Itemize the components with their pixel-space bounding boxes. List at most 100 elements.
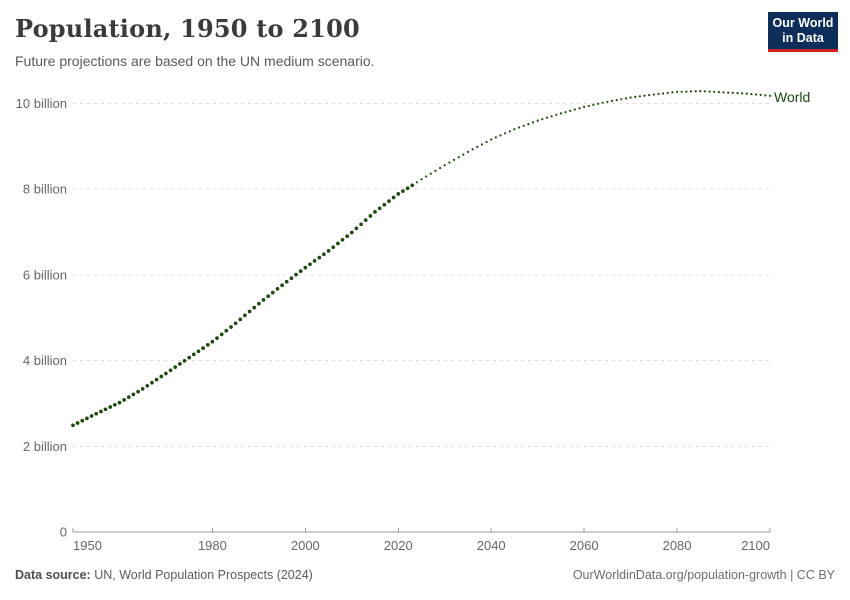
data-dot-historical <box>266 294 271 299</box>
data-dot-projection <box>518 126 521 129</box>
data-dot-historical <box>363 218 368 222</box>
owid-logo-line1: Our World <box>772 16 834 30</box>
data-dot-historical <box>252 305 257 310</box>
data-dot-projection <box>741 92 744 95</box>
data-dot-historical <box>336 241 340 246</box>
data-dot-projection <box>587 104 590 107</box>
credit-link[interactable]: OurWorldinData.org/population-growth | C… <box>572 568 835 582</box>
data-dot-projection <box>439 166 442 170</box>
data-dot-historical <box>410 183 415 188</box>
data-dot-projection <box>471 148 474 151</box>
data-dot-projection <box>755 93 758 96</box>
data-dot-historical <box>247 309 252 314</box>
data-dot-historical <box>405 186 410 191</box>
y-axis-tick-label: 8 billion <box>23 182 67 197</box>
data-dot-historical <box>294 272 298 277</box>
data-dot-historical <box>103 407 108 412</box>
data-dot-projection <box>731 91 734 94</box>
data-dot-projection <box>480 143 483 146</box>
x-axis-tick-label: 2040 <box>477 538 506 553</box>
data-dot-projection <box>662 92 665 95</box>
page-title: Population, 1950 to 2100 <box>15 14 360 43</box>
data-dot-historical <box>280 283 284 288</box>
data-dot-historical <box>340 237 345 242</box>
data-dot-historical <box>89 414 94 418</box>
data-dot-projection <box>485 140 488 144</box>
data-dot-projection <box>727 91 730 94</box>
data-dot-historical <box>201 346 205 350</box>
data-dot-historical <box>191 352 196 357</box>
series-label-world[interactable]: World <box>774 89 811 105</box>
data-dot-historical <box>219 332 224 337</box>
owid-logo[interactable]: Our World in Data <box>768 12 838 52</box>
data-dot-projection <box>578 107 581 110</box>
data-dot-historical <box>94 411 99 416</box>
x-axis-tick-label: 2000 <box>291 538 320 553</box>
data-dot-historical <box>182 358 187 363</box>
data-dot-historical <box>205 343 210 347</box>
population-chart: 0 2 billion 4 billion 6 billion 8 billion 10 … <box>16 90 772 553</box>
y-axis-tick-label: 2 billion <box>23 439 67 454</box>
chart-subtitle: Future projections are based on the UN m… <box>15 53 375 69</box>
data-dot-projection <box>522 124 525 127</box>
data-dot-historical <box>345 234 350 239</box>
data-dot-historical <box>387 199 391 203</box>
data-dot-projection <box>508 130 511 133</box>
data-dot-historical <box>368 214 373 218</box>
data-dot-projection <box>615 99 618 102</box>
data-dot-projection <box>462 153 465 156</box>
data-dot-projection <box>490 138 493 141</box>
data-source-note: Data source: UN, World Population Prospe… <box>15 568 313 582</box>
data-dot-projection <box>601 101 604 104</box>
data-dot-historical <box>145 383 150 388</box>
data-dot-historical <box>196 349 201 354</box>
data-dot-historical <box>173 365 178 369</box>
data-dot-historical <box>317 255 322 260</box>
data-dot-projection <box>689 90 693 93</box>
data-dot-projection <box>452 158 456 161</box>
data-dot-projection <box>652 93 655 96</box>
x-axis-tick-label: 2100 <box>741 538 770 553</box>
data-dot-historical <box>159 374 164 379</box>
data-dot-projection <box>569 109 572 112</box>
x-axis-tick-label: 2060 <box>570 538 599 553</box>
data-dot-historical <box>117 400 122 405</box>
data-dot-historical <box>354 226 359 231</box>
data-dot-projection <box>666 91 669 95</box>
data-dot-historical <box>168 368 173 373</box>
data-dot-projection <box>466 150 470 153</box>
data-dot-projection <box>429 172 432 175</box>
data-dot-projection <box>597 102 600 105</box>
data-dot-projection <box>620 98 623 101</box>
data-dot-projection <box>555 113 558 116</box>
y-axis-tick-label: 10 billion <box>16 96 67 111</box>
data-dot-historical <box>401 189 405 193</box>
data-dot-projection <box>629 96 632 99</box>
data-dot-projection <box>643 94 646 97</box>
data-dot-historical <box>154 377 159 382</box>
chart-footer: Data source: UN, World Population Prospe… <box>15 568 835 582</box>
data-dot-historical <box>136 389 140 394</box>
y-axis-tick-label: 4 billion <box>23 353 67 368</box>
data-dot-projection <box>685 90 688 93</box>
data-dot-historical <box>382 202 387 207</box>
data-dot-historical <box>80 418 85 423</box>
data-dot-projection <box>648 94 651 97</box>
data-dot-projection <box>564 111 567 114</box>
data-dot-historical <box>108 405 113 409</box>
data-dot-historical <box>71 423 75 428</box>
world-series-line[interactable] <box>71 90 772 428</box>
data-dot-historical <box>396 192 401 196</box>
data-dot-projection <box>420 178 423 181</box>
y-axis-tick-label: 6 billion <box>23 267 67 282</box>
data-dot-historical <box>312 259 317 263</box>
data-dot-projection <box>680 90 683 93</box>
data-dot-historical <box>270 290 275 295</box>
data-dot-historical <box>122 398 126 402</box>
data-dot-historical <box>126 395 131 399</box>
data-dot-historical <box>140 387 145 391</box>
data-dot-historical <box>233 321 238 326</box>
data-dot-historical <box>359 222 363 227</box>
data-dot-projection <box>476 145 479 148</box>
